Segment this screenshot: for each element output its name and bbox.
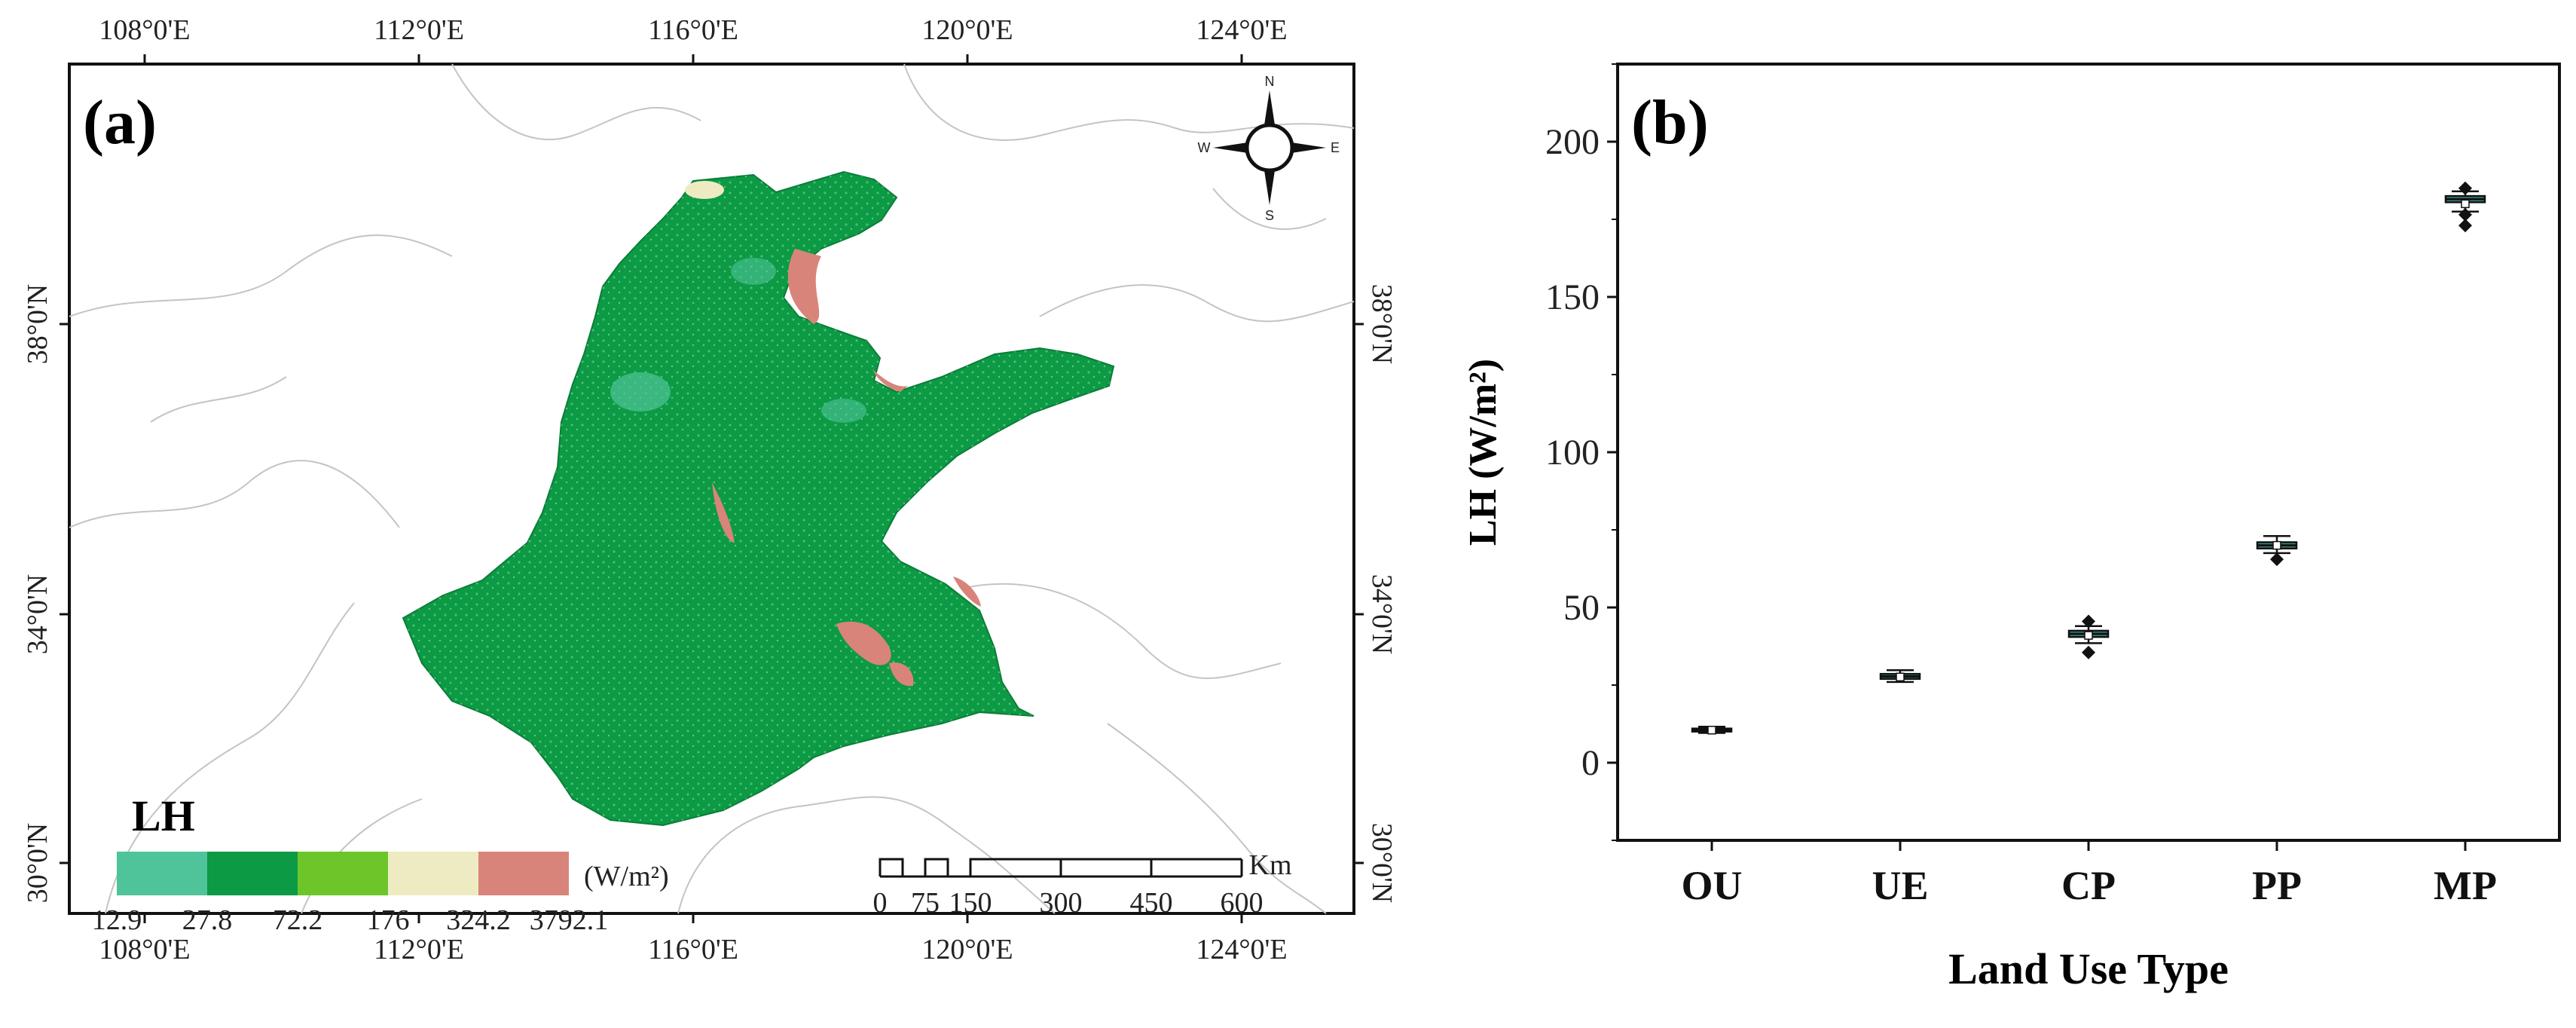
right-lat-tick: 30°0'N [1366,823,1398,904]
y-tick-label: 200 [1545,122,1600,162]
x-tick-label: CP [2061,863,2116,908]
outlier-point [2458,181,2472,195]
legend-title: LH [132,791,195,840]
x-tick-label: PP [2252,863,2302,908]
compass-w: W [1198,140,1211,155]
outlier-point [2458,207,2472,222]
panel-a-label: (a) [83,87,157,158]
bottom-lon-tick: 124°0'E [1196,934,1287,965]
top-lon-tick: 124°0'E [1196,14,1287,46]
bottom-lon-tick: 120°0'E [921,934,1013,965]
coastal-patch-1 [787,249,821,324]
scale-label: 75 [911,887,940,919]
bottom-lon-ticks: 108°0'E 112°0'E 116°0'E 120°0'E 124°0'E [99,913,1288,965]
x-tick-label: OU [1682,863,1743,908]
compass-e: E [1331,140,1340,155]
legend-unit: (W/m²) [584,861,669,892]
left-lat-ticks: 38°0'N 34°0'N 30°0'N [22,284,69,904]
y-axis: 0 50 100 150 200 [1545,63,1618,841]
patch-light [685,181,724,199]
right-lat-ticks: 38°0'N 34°0'N 30°0'N [1354,284,1398,904]
scale-label: 150 [949,887,992,919]
y-axis-label: LH (W/m²) [1462,359,1505,546]
box-ue [1879,669,1921,684]
legend-swatch-2 [298,852,388,895]
box-cp [2067,614,2110,659]
patch-teal-2 [731,258,776,285]
legend-swatch-4 [478,852,569,895]
mean-marker [2461,199,2470,209]
top-lon-tick: 120°0'E [921,14,1013,46]
box-mp [2444,181,2486,233]
left-lat-tick: 38°0'N [22,284,53,365]
mean-marker [2084,631,2093,640]
scale-label: 600 [1221,887,1264,919]
legend-break: 324.2 [446,904,511,936]
left-lat-tick: 34°0'N [22,574,53,655]
right-lat-tick: 34°0'N [1366,574,1398,655]
outlier-point [2082,614,2095,629]
top-lon-tick: 116°0'E [648,14,738,46]
x-axis-label: Land Use Type [1948,944,2229,993]
box-pp [2256,534,2298,567]
outlier-point [2082,645,2095,659]
legend-break: 72.2 [273,904,323,936]
compass-s: S [1265,208,1274,223]
legend-break: 12.9 [92,904,142,936]
scale-bar: Km 0 75 150 300 450 600 [873,849,1292,919]
panel-b-label: (b) [1631,87,1709,158]
coastal-patch-3 [953,577,981,607]
y-tick-label: 100 [1545,433,1600,473]
legend-break: 3792.1 [530,904,609,936]
coastal-patch-2 [872,369,908,392]
scale-label: 0 [873,887,888,919]
legend-break: 176 [367,904,410,936]
mean-marker [1707,725,1716,735]
bottom-lon-tick: 112°0'E [374,934,464,965]
urban-texture [403,172,1114,825]
lake-patch-1 [836,621,891,665]
top-lon-tick: 108°0'E [99,14,190,46]
legend-swatch-3 [388,852,478,895]
scale-label: 450 [1130,887,1173,919]
patch-teal [610,372,671,412]
y-tick-label: 0 [1581,743,1600,783]
legend: LH (W/m²) 12.9 27.8 72.2 176 324.2 3792.… [92,791,669,936]
mean-marker [1896,672,1905,682]
legend-break: 27.8 [182,904,233,936]
mean-marker [2272,540,2281,550]
patch-teal-3 [821,399,866,423]
legend-swatch-1 [207,852,298,895]
x-tick-label: MP [2434,863,2497,908]
box-ou [1691,725,1733,735]
compass-n: N [1265,74,1275,89]
top-lon-tick: 112°0'E [374,14,464,46]
scale-unit: Km [1249,849,1292,881]
x-tick-label: UE [1872,863,1928,908]
lake-patch-3 [712,482,735,543]
y-tick-label: 50 [1563,588,1600,628]
legend-swatch-0 [117,852,207,895]
y-tick-label: 150 [1545,277,1600,317]
bottom-lon-tick: 116°0'E [648,934,738,965]
panel-b-chart: (b) Land Use Type LH (W/m²) 0 50 100 150 200… [1462,63,2561,993]
scale-label: 300 [1040,887,1083,919]
compass-icon: N S W E [1198,74,1340,223]
box-series [1691,181,2486,735]
outlier-point [2458,219,2472,233]
right-lat-tick: 38°0'N [1366,284,1398,365]
top-lon-ticks: 108°0'E 112°0'E 116°0'E 120°0'E 124°0'E [99,14,1288,64]
plot-frame [1616,63,2561,842]
panel-a-map: (a) 108°0'E 112°0'E 116°0'E 120°0'E 124°… [22,14,1398,965]
outlier-point [2270,552,2284,567]
left-lat-tick: 30°0'N [22,823,53,904]
lake-patch-2 [889,662,914,687]
x-axis: OU UE CP PP MP [1682,840,2497,908]
bottom-lon-tick: 108°0'E [99,934,190,965]
